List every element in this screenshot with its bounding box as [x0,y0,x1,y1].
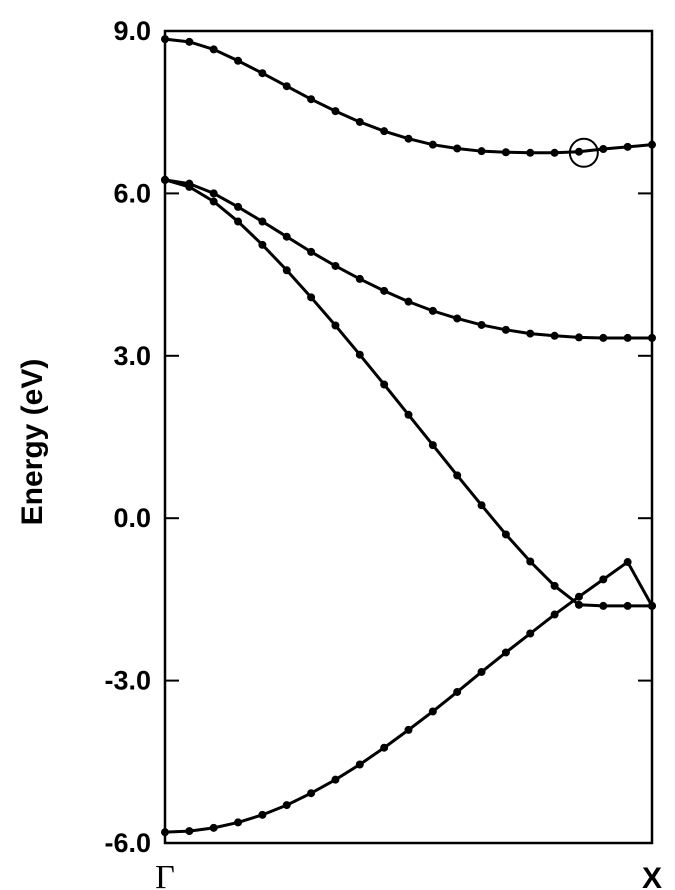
band-point [234,56,243,65]
band-point [574,333,583,342]
band-point [331,775,340,784]
x-tick-label: Γ [155,859,175,890]
band-series [161,558,656,837]
band-point [477,147,486,156]
band-point [501,325,510,334]
band-point [331,261,340,270]
band-point [331,107,340,116]
band-point [550,331,559,340]
band-point [623,142,632,151]
band-point [380,743,389,752]
band-point [282,232,291,241]
band-point [234,217,243,226]
band-point [355,350,364,359]
band-point [404,410,413,419]
band-point [404,725,413,734]
band-point [501,530,510,539]
band-point [526,329,535,338]
band-point [550,581,559,590]
band-point [331,321,340,330]
band-point [526,557,535,566]
band-point [380,380,389,389]
band-point [623,601,632,610]
band-point [307,293,316,302]
band-point [380,127,389,136]
open-circle-marker [568,137,599,168]
series-layer [161,35,656,837]
band-point [428,441,437,450]
y-tick-label: -3.0 [104,666,151,696]
band-point [599,333,608,342]
band-point [234,202,243,211]
band-point [453,471,462,480]
band-point [380,286,389,295]
band-point [282,801,291,810]
band-point [282,82,291,91]
band-point [574,147,583,156]
band-point [599,575,608,584]
band-point [282,266,291,275]
band-point [234,818,243,827]
band-point [623,558,632,567]
ticks-layer: -6.0 -3.0 0.0 3.0 6.0 9.0 Γ X [104,16,662,890]
band-point [477,501,486,510]
band-point [526,629,535,638]
x-tick-label: X [642,862,662,890]
band-point [501,648,510,657]
band-series [161,175,656,610]
band-point [258,240,267,249]
band-point [404,134,413,143]
band-point [404,297,413,306]
plot-frame [163,29,654,845]
band-point [355,760,364,769]
y-tick-label: 9.0 [113,16,151,46]
band-point [501,148,510,157]
annotation-layer [568,137,599,168]
band-point [209,45,218,54]
band-point [477,320,486,329]
y-tick-label: -6.0 [104,828,151,858]
band-point [185,37,194,46]
band-point [209,189,218,198]
y-tick-label: 3.0 [113,341,151,371]
band-point [185,179,194,188]
band-point [623,333,632,342]
band-point [258,69,267,78]
band-point [599,601,608,610]
band-point [550,610,559,619]
band-point [307,95,316,104]
band-point [453,314,462,323]
band-point [209,823,218,832]
band-point [526,148,535,157]
y-tick-label: 6.0 [113,178,151,208]
band-point [258,217,267,226]
band-point [428,140,437,149]
band-point [428,707,437,716]
band-point [355,117,364,126]
band-point [574,600,583,609]
band-point [428,306,437,315]
band-point [550,148,559,157]
band-line [164,178,652,608]
y-axis-title: Energy (eV) [16,359,49,526]
band-series [161,175,656,342]
band-point [355,274,364,283]
band-point [307,789,316,798]
band-point [307,247,316,256]
band-point [185,827,194,836]
band-point [599,145,608,154]
band-point [453,144,462,153]
band-point [574,592,583,601]
band-point [209,197,218,206]
band-point [453,687,462,696]
y-tick-label: 0.0 [113,503,151,533]
band-point [258,810,267,819]
band-point [477,667,486,676]
